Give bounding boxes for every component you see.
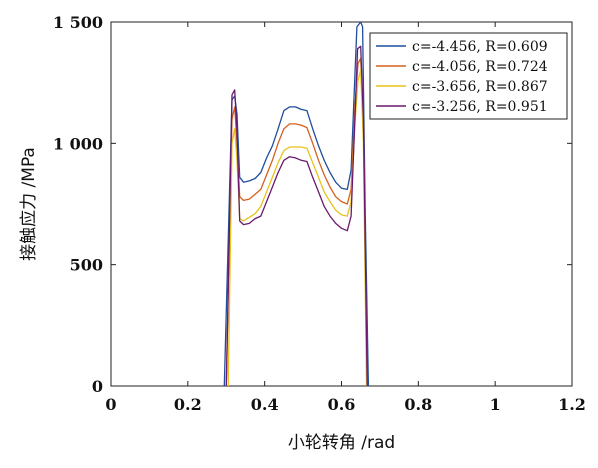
x-tick-label: 0.4 [251, 395, 279, 414]
y-tick-label: 0 [92, 377, 103, 396]
series-layer [223, 21, 370, 387]
x-tick-label: 1 [490, 395, 501, 414]
series-line [225, 45, 368, 387]
legend-box [369, 32, 568, 120]
y-axis-title: 接触应力 /MPa [19, 147, 39, 261]
y-tick-label: 1 000 [53, 134, 103, 153]
y-tick-label: 1 500 [53, 13, 103, 32]
x-tick-label: 0.6 [328, 395, 356, 414]
x-tick-label: 1.2 [558, 395, 586, 414]
series-line [227, 69, 368, 387]
x-tick-label: 0.2 [174, 395, 202, 414]
series-line [223, 21, 370, 387]
x-tick-label: 0 [105, 395, 116, 414]
legend: c=-4.456, R=0.609 c=-4.056, R=0.724 c=-3.6… [369, 32, 568, 120]
legend-entry: c=-3.656, R=0.867 [412, 79, 548, 95]
legend-entry: c=-4.056, R=0.724 [412, 59, 548, 75]
legend-entry: c=-4.456, R=0.609 [412, 39, 548, 55]
x-tick-label: 0.8 [404, 395, 432, 414]
ticks-layer: 0 0.2 0.4 0.6 0.8 1 1.2 0 500 1 000 1 500 [53, 13, 586, 414]
x-axis-title: 小轮转角 /rad [288, 433, 395, 453]
legend-entry: c=-3.256, R=0.951 [412, 99, 548, 115]
y-tick-label: 500 [70, 256, 103, 275]
